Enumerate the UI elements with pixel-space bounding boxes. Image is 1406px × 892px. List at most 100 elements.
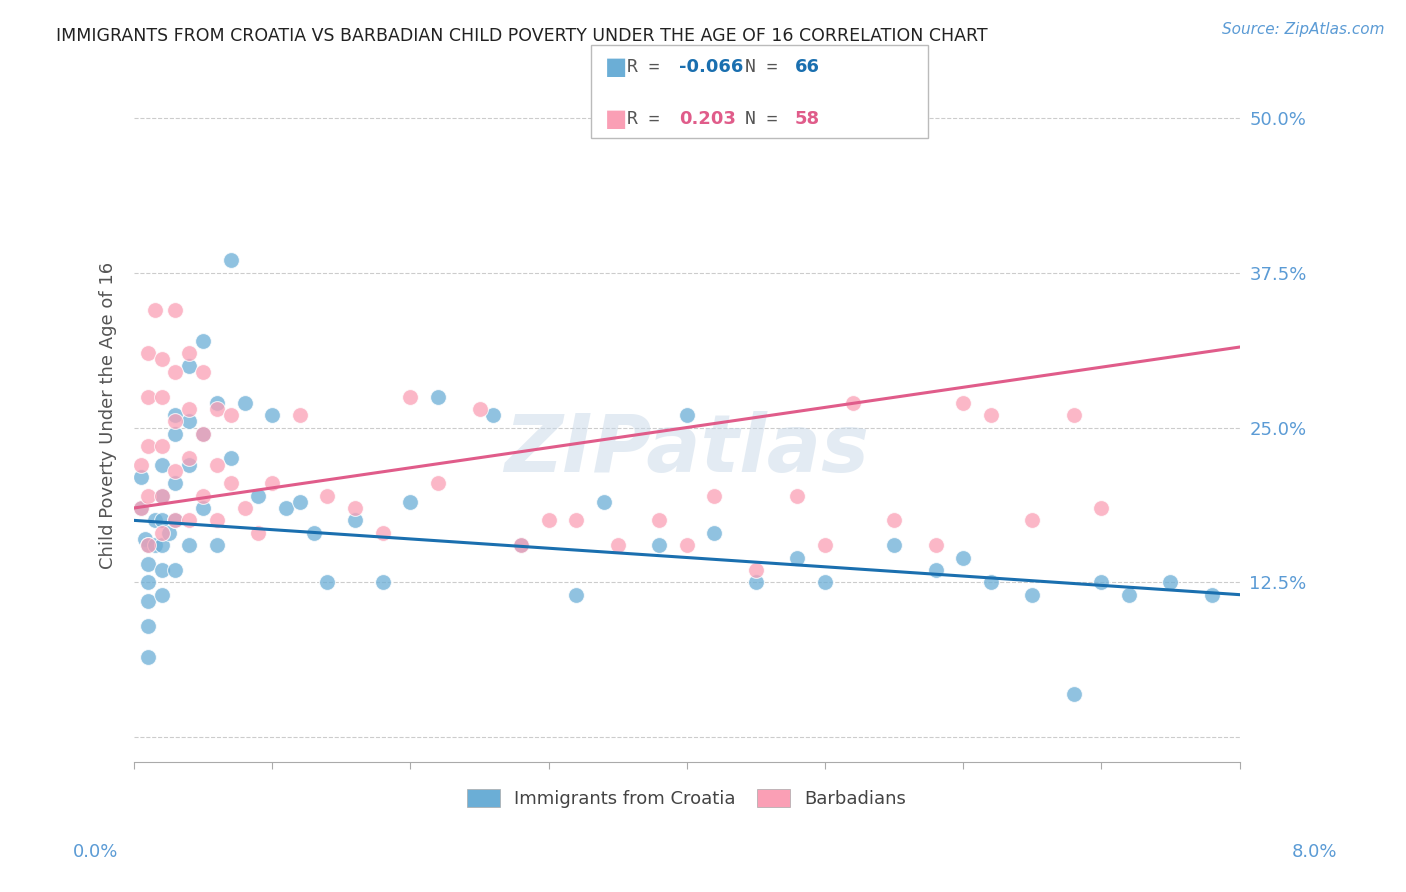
Point (1021, 588, 1043, 602)
Point (205, 538, 228, 552)
Point (675, 538, 697, 552)
Point (129, 500, 152, 515)
Point (191, 334, 214, 348)
Text: 58: 58 (794, 110, 820, 128)
Point (592, 495, 614, 509)
Point (191, 500, 214, 515)
Point (205, 396, 228, 410)
Point (745, 575, 768, 590)
Point (179, 346, 201, 360)
Point (219, 408, 242, 422)
Point (150, 458, 173, 472)
Point (952, 550, 974, 565)
Point (302, 525, 325, 540)
Point (129, 470, 152, 484)
Point (510, 538, 533, 552)
Point (675, 408, 697, 422)
Point (165, 513, 187, 527)
Point (191, 426, 214, 441)
Point (205, 513, 228, 527)
Point (136, 346, 159, 360)
Text: ■: ■ (605, 107, 627, 130)
Point (179, 359, 201, 373)
Point (288, 408, 311, 422)
Point (399, 495, 422, 509)
Point (129, 500, 152, 515)
Point (316, 489, 339, 503)
Point (150, 563, 173, 577)
Point (648, 538, 671, 552)
Point (136, 538, 159, 552)
Point (136, 575, 159, 590)
Point (150, 513, 173, 527)
Point (247, 489, 270, 503)
Point (1021, 513, 1043, 527)
Point (191, 489, 214, 503)
Point (150, 489, 173, 503)
Point (179, 401, 201, 416)
Point (288, 495, 311, 509)
Point (510, 538, 533, 552)
Point (150, 439, 173, 453)
Point (150, 525, 173, 540)
Point (1159, 575, 1181, 590)
Point (344, 500, 367, 515)
Point (371, 525, 394, 540)
Point (165, 513, 187, 527)
Text: Source: ZipAtlas.com: Source: ZipAtlas.com (1222, 22, 1385, 37)
Point (814, 538, 837, 552)
Text: R =: R = (627, 58, 671, 76)
Point (191, 426, 214, 441)
Text: IMMIGRANTS FROM CROATIA VS BARBADIAN CHILD POVERTY UNDER THE AGE OF 16 CORRELATI: IMMIGRANTS FROM CROATIA VS BARBADIAN CHI… (56, 27, 988, 45)
Point (344, 513, 367, 527)
Point (924, 538, 946, 552)
Point (219, 253, 242, 268)
Point (482, 408, 505, 422)
Point (165, 365, 187, 379)
Point (262, 476, 284, 491)
Point (179, 414, 201, 428)
Point (565, 588, 588, 602)
Point (143, 538, 166, 552)
Point (399, 390, 422, 404)
Text: 0.203: 0.203 (679, 110, 735, 128)
Point (233, 396, 256, 410)
Point (179, 458, 201, 472)
Point (786, 550, 808, 565)
Text: -0.066: -0.066 (679, 58, 744, 76)
Point (179, 538, 201, 552)
Point (150, 538, 173, 552)
Point (136, 439, 159, 453)
Point (1063, 687, 1085, 701)
Point (219, 451, 242, 466)
Point (157, 525, 180, 540)
Point (316, 575, 339, 590)
Point (262, 408, 284, 422)
Point (1118, 588, 1140, 602)
Point (648, 513, 671, 527)
Point (703, 489, 725, 503)
Y-axis label: Child Poverty Under the Age of 16: Child Poverty Under the Age of 16 (100, 261, 117, 569)
Point (165, 408, 187, 422)
Text: 0.0%: 0.0% (73, 843, 118, 861)
Point (883, 538, 905, 552)
Point (883, 513, 905, 527)
Point (468, 401, 491, 416)
Point (134, 532, 156, 546)
Point (371, 575, 394, 590)
Point (179, 513, 201, 527)
Point (980, 575, 1002, 590)
Text: 66: 66 (794, 58, 820, 76)
Text: ■: ■ (605, 55, 627, 78)
Point (129, 458, 152, 472)
Point (814, 575, 837, 590)
Point (1090, 575, 1112, 590)
Text: 8.0%: 8.0% (1292, 843, 1337, 861)
Point (247, 525, 270, 540)
Point (606, 538, 628, 552)
Point (980, 408, 1002, 422)
Point (165, 426, 187, 441)
Point (786, 489, 808, 503)
Point (143, 302, 166, 317)
Point (537, 513, 560, 527)
